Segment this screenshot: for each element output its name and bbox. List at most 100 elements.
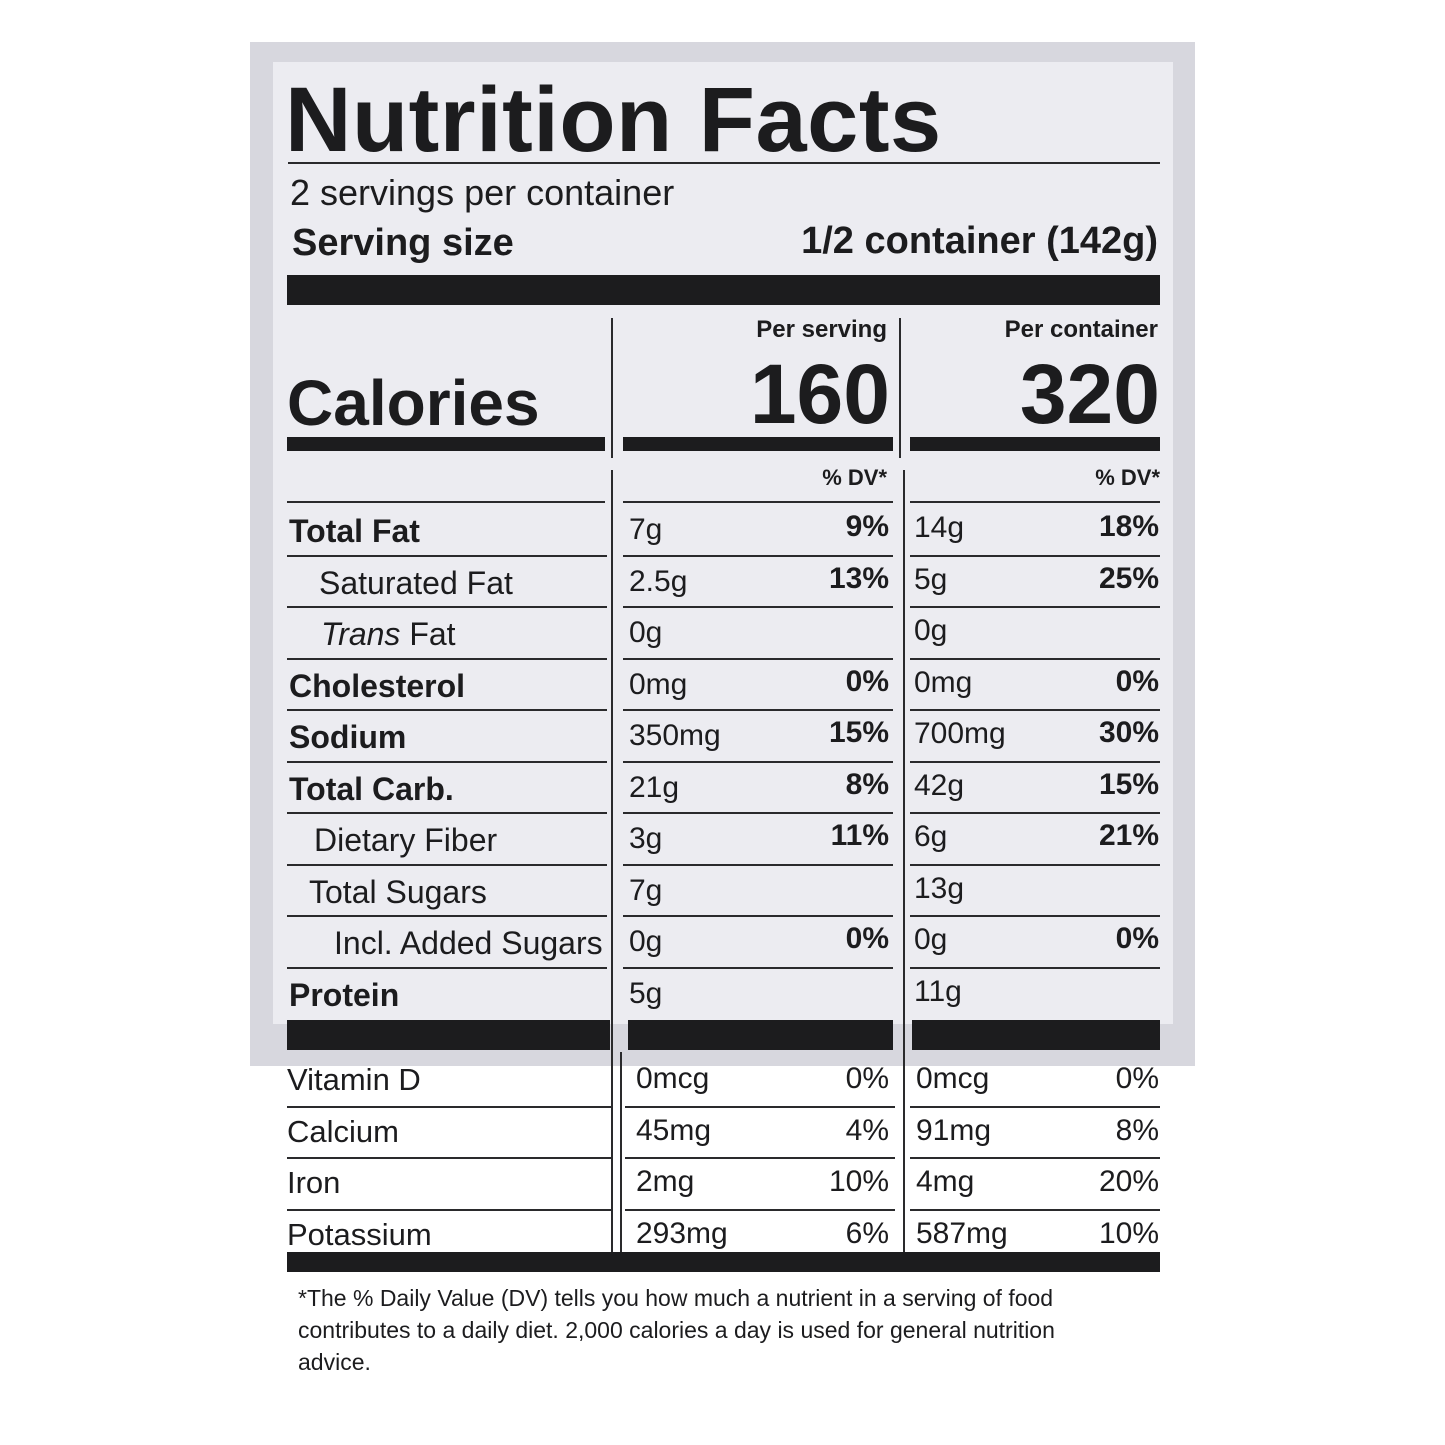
serving-amount: 0g — [629, 616, 663, 649]
row-divider — [287, 915, 607, 917]
column-rule — [611, 470, 613, 1252]
serving-dv: 4% — [845, 1113, 889, 1147]
container-dv: 20% — [1098, 1165, 1159, 1198]
nutrient-name: Trans Fat — [321, 616, 456, 653]
container-dv: 0% — [1115, 1062, 1159, 1095]
row-divider — [910, 915, 1160, 917]
container-dv: 10% — [1098, 1216, 1159, 1250]
thick-divider-vitamins — [912, 1020, 1160, 1050]
footnote: *The % Daily Value (DV) tells you how mu… — [298, 1285, 1055, 1375]
row-divider — [625, 1208, 895, 1211]
serving-amount: 21g — [629, 770, 680, 804]
column-rule — [611, 318, 613, 458]
serving-dv: 8% — [845, 767, 889, 801]
row-divider — [287, 966, 607, 969]
row-divider — [623, 554, 893, 557]
serving-dv: 10% — [828, 1165, 889, 1198]
serving-dv: 0% — [845, 1062, 889, 1095]
serving-dv: 11% — [830, 819, 889, 852]
calories-bar — [287, 437, 605, 451]
row-divider — [623, 657, 893, 660]
nutrient-name-italic: Trans — [321, 616, 401, 652]
row-divider — [287, 606, 607, 608]
row-divider — [287, 501, 605, 503]
servings-per-container: 2 servings per container — [290, 172, 675, 213]
divider — [288, 162, 1160, 164]
serving-amount: 350mg — [629, 719, 721, 752]
row-divider — [910, 1208, 1160, 1211]
container-amount: 0mcg — [916, 1062, 990, 1095]
serving-size-value: 1/2 container (142g) — [801, 220, 1158, 262]
serving-amount: 5g — [629, 976, 663, 1010]
row-divider — [623, 863, 893, 866]
calories-label: Calories — [287, 367, 540, 439]
container-amount: 0mg — [914, 665, 973, 699]
serving-dv: 15% — [828, 716, 889, 749]
serving-amount: 0g — [629, 925, 663, 958]
serving-amount: 293mg — [636, 1216, 728, 1250]
thick-divider-vitamins — [287, 1020, 610, 1050]
nutrient-name: Dietary Fiber — [314, 822, 498, 858]
row-divider — [287, 554, 607, 557]
row-divider — [625, 1105, 895, 1108]
container-amount: 91mg — [916, 1113, 992, 1147]
per-serving-header: Per serving — [756, 316, 887, 343]
container-amount: 700mg — [914, 717, 1006, 750]
row-divider — [287, 760, 607, 763]
serving-amount: 2.5g — [629, 564, 688, 598]
row-divider — [287, 812, 607, 814]
container-amount: 5g — [914, 562, 948, 596]
row-divider — [910, 1157, 1160, 1159]
nutrient-name: Total Sugars — [309, 873, 487, 910]
serving-dv: 6% — [845, 1216, 889, 1250]
container-dv: 30% — [1098, 716, 1159, 749]
nutrient-name: Sodium — [289, 719, 407, 755]
row-divider — [910, 709, 1160, 711]
thick-divider-top — [287, 275, 1160, 305]
per-container-header: Per container — [1004, 316, 1158, 343]
container-dv: 21% — [1098, 819, 1159, 852]
serving-size-label: Serving size — [292, 222, 514, 264]
serving-amount: 0mcg — [636, 1062, 710, 1095]
row-divider — [287, 1105, 612, 1108]
column-rule — [899, 318, 901, 458]
dv-header-container: % DV* — [1095, 465, 1160, 490]
nutrient-name: Protein — [289, 976, 400, 1013]
container-amount: 0g — [914, 923, 948, 956]
container-amount: 0g — [914, 614, 948, 647]
row-divider — [910, 554, 1160, 557]
container-dv: 15% — [1098, 767, 1159, 801]
container-amount: 4mg — [916, 1165, 975, 1198]
thick-divider-bottom — [287, 1252, 1160, 1272]
thick-divider-vitamins — [628, 1020, 893, 1050]
vitamin-name: Iron — [287, 1165, 341, 1200]
container-amount: 14g — [914, 511, 965, 544]
row-divider — [910, 501, 1160, 503]
column-rule — [903, 470, 905, 1252]
row-divider — [623, 606, 893, 608]
calories-bar — [910, 437, 1160, 451]
row-divider — [623, 812, 893, 814]
nutrient-name: Cholesterol — [289, 667, 466, 704]
container-amount: 6g — [914, 820, 948, 853]
column-rule — [620, 1052, 622, 1252]
dv-header-serving: % DV* — [822, 465, 887, 490]
container-amount: 587mg — [916, 1216, 1008, 1250]
nutrient-name: Total Carb. — [289, 770, 454, 807]
container-dv: 8% — [1115, 1113, 1159, 1147]
container-amount: 11g — [914, 974, 962, 1008]
container-amount: 42g — [914, 768, 965, 802]
row-divider — [910, 657, 1160, 660]
nutrient-name-rest: Fat — [400, 616, 456, 652]
nutrient-name: Incl. Added Sugars — [334, 925, 603, 961]
nutrition-facts-title: Nutrition Facts — [285, 69, 942, 171]
row-divider — [910, 760, 1160, 763]
serving-dv: 0% — [845, 664, 889, 698]
serving-amount: 45mg — [636, 1113, 712, 1147]
row-divider — [287, 863, 607, 866]
row-divider — [287, 657, 607, 660]
nutrient-name: Total Fat — [289, 513, 420, 549]
serving-amount: 7g — [629, 513, 663, 546]
container-amount: 13g — [914, 871, 965, 905]
calories-per-serving: 160 — [749, 347, 890, 441]
